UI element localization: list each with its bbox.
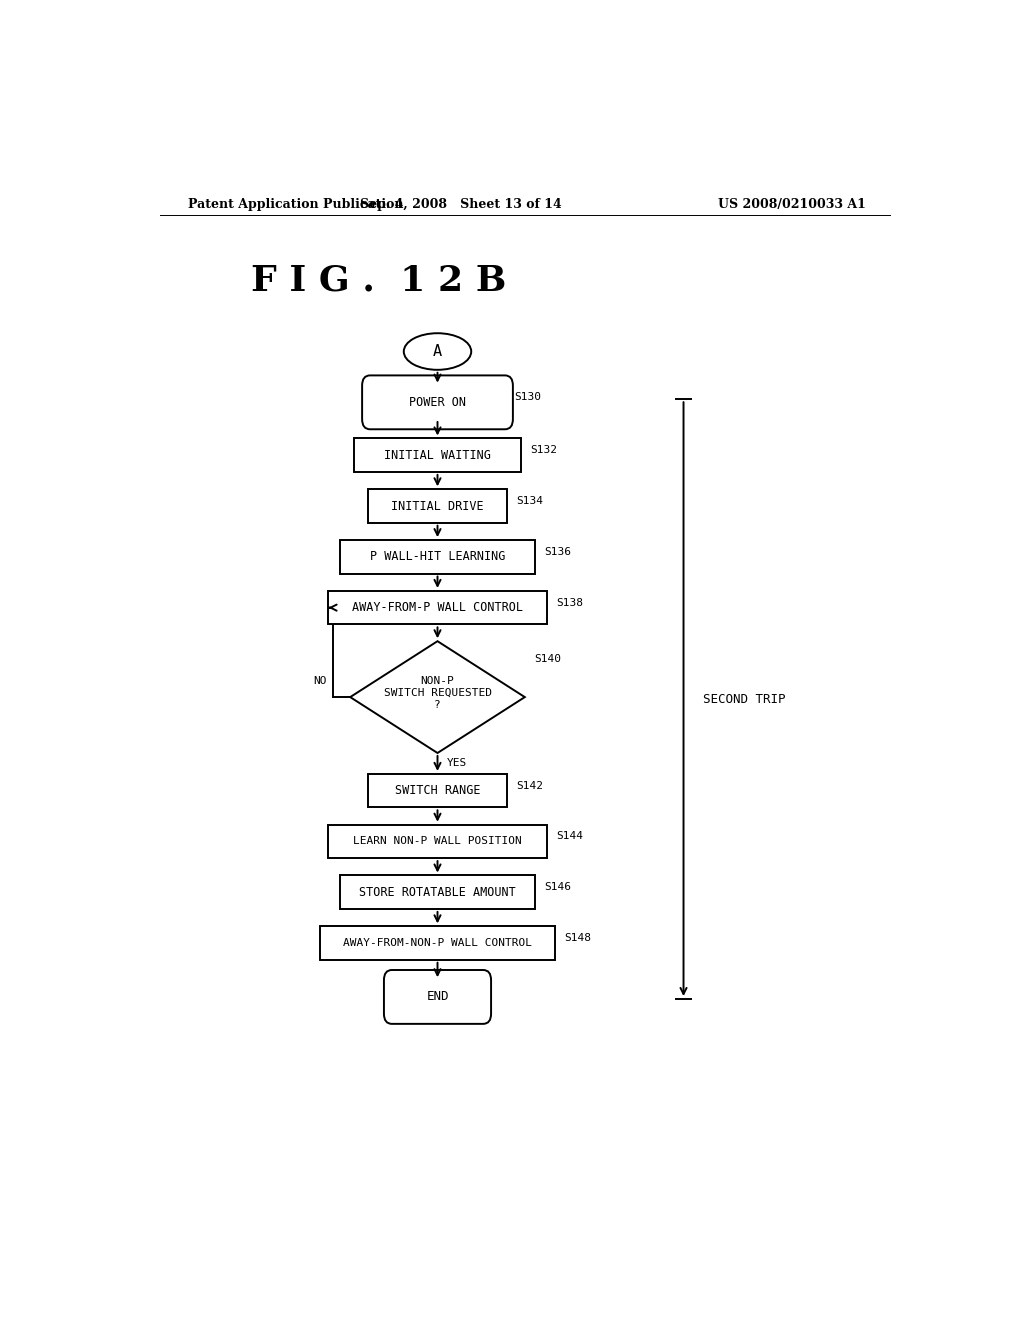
FancyBboxPatch shape [321,927,555,960]
Text: STORE ROTATABLE AMOUNT: STORE ROTATABLE AMOUNT [359,886,516,899]
FancyBboxPatch shape [368,490,507,523]
Text: S148: S148 [564,933,591,942]
FancyBboxPatch shape [368,774,507,808]
Text: A: A [433,345,442,359]
FancyBboxPatch shape [329,825,547,858]
Text: S134: S134 [516,496,544,506]
Text: F I G .  1 2 B: F I G . 1 2 B [251,264,507,297]
Text: POWER ON: POWER ON [409,396,466,409]
Text: NO: NO [313,676,327,686]
Text: S130: S130 [514,392,542,403]
Text: AWAY-FROM-P WALL CONTROL: AWAY-FROM-P WALL CONTROL [352,601,523,614]
FancyBboxPatch shape [354,438,521,473]
Text: S144: S144 [556,832,583,841]
Text: YES: YES [447,758,467,768]
FancyBboxPatch shape [340,540,535,574]
Text: INITIAL WAITING: INITIAL WAITING [384,449,490,462]
Text: US 2008/0210033 A1: US 2008/0210033 A1 [718,198,866,211]
FancyBboxPatch shape [362,375,513,429]
Polygon shape [350,642,524,752]
Text: END: END [426,990,449,1003]
Text: P WALL-HIT LEARNING: P WALL-HIT LEARNING [370,550,505,564]
FancyBboxPatch shape [329,591,547,624]
Text: NON-P
SWITCH REQUESTED
?: NON-P SWITCH REQUESTED ? [384,676,492,710]
Text: S140: S140 [535,655,561,664]
FancyBboxPatch shape [340,875,535,909]
Ellipse shape [403,333,471,370]
Text: S142: S142 [516,780,544,791]
Text: INITIAL DRIVE: INITIAL DRIVE [391,499,483,512]
Text: LEARN NON-P WALL POSITION: LEARN NON-P WALL POSITION [353,837,522,846]
Text: SWITCH RANGE: SWITCH RANGE [395,784,480,797]
Text: S132: S132 [530,445,557,455]
FancyBboxPatch shape [384,970,492,1024]
Text: Patent Application Publication: Patent Application Publication [187,198,403,211]
Text: Sep. 4, 2008   Sheet 13 of 14: Sep. 4, 2008 Sheet 13 of 14 [360,198,562,211]
Text: S146: S146 [544,882,571,892]
Text: S136: S136 [544,546,571,557]
Text: S138: S138 [556,598,583,607]
Text: SECOND TRIP: SECOND TRIP [703,693,785,706]
Text: AWAY-FROM-NON-P WALL CONTROL: AWAY-FROM-NON-P WALL CONTROL [343,939,532,948]
